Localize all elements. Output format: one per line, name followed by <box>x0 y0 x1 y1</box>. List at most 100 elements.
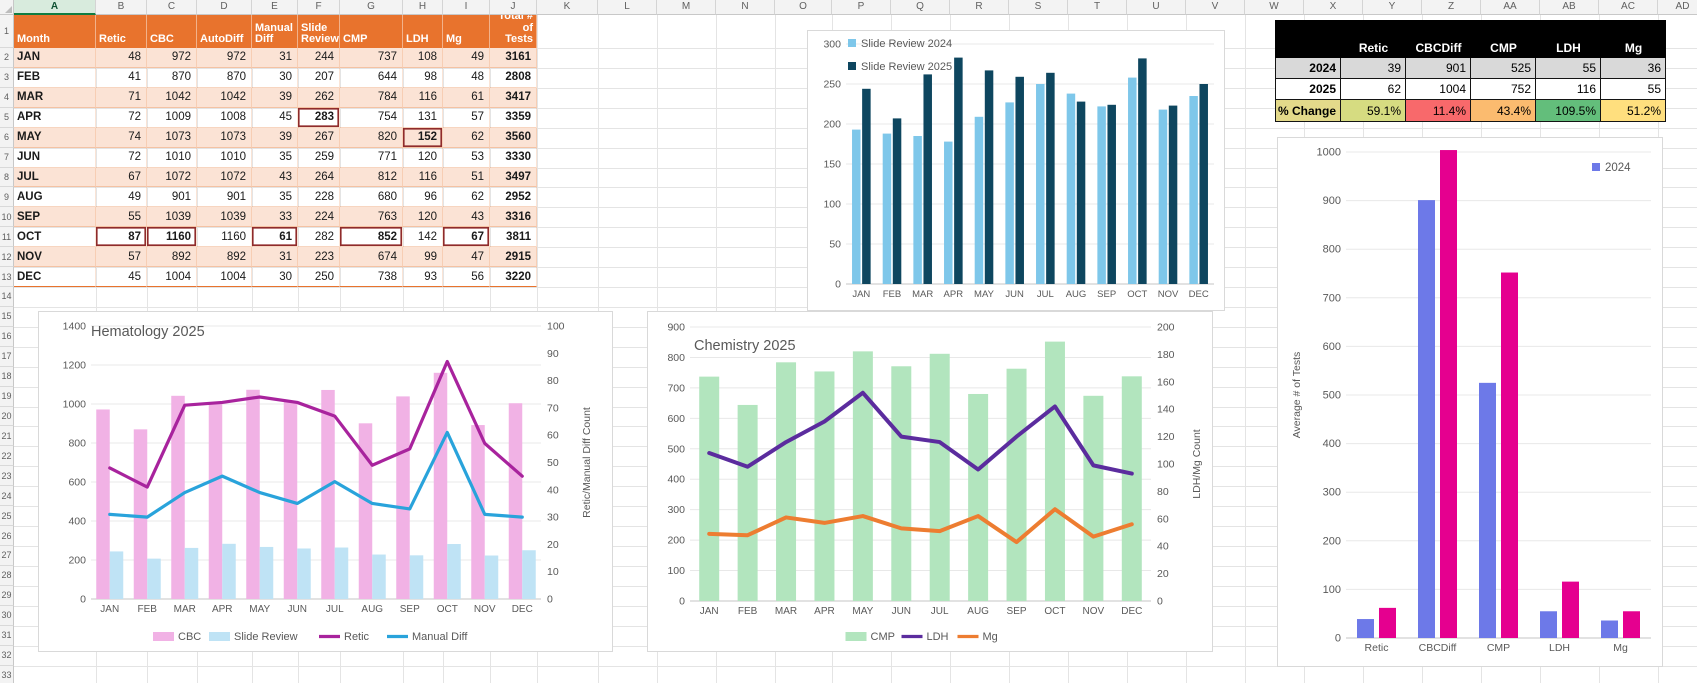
cell-DEC-ldh[interactable]: 93 <box>403 267 443 288</box>
row-header-19[interactable]: 19 <box>0 386 14 407</box>
cell-MAR-ldh[interactable]: 116 <box>403 87 443 108</box>
cell-MAY-cbc[interactable]: 1073 <box>147 127 197 148</box>
cell-MAY-ldh[interactable]: 152 <box>403 127 443 148</box>
cell-OCT-total-of-tests[interactable]: 3811 <box>490 227 537 248</box>
cell-MAR-mg[interactable]: 61 <box>443 87 490 108</box>
row-header-2[interactable]: 2 <box>0 48 14 68</box>
cell-MAY-slide-review[interactable]: 267 <box>298 127 340 148</box>
summary-label--change[interactable]: % Change <box>1275 100 1341 122</box>
cell-DEC-slide-review[interactable]: 250 <box>298 267 340 288</box>
row-header-23[interactable]: 23 <box>0 466 14 487</box>
cell-MAR-autodiff[interactable]: 1042 <box>197 87 252 108</box>
cell-APR-cmp[interactable]: 754 <box>340 107 403 128</box>
cell-DEC-total-of-tests[interactable]: 3220 <box>490 267 537 288</box>
cell-AUG-mg[interactable]: 62 <box>443 187 490 208</box>
cell-APR-autodiff[interactable]: 1008 <box>197 107 252 128</box>
cell-SEP-month[interactable]: SEP <box>14 207 96 228</box>
cell-FEB-ldh[interactable]: 98 <box>403 67 443 88</box>
table-header-cbc[interactable]: CBC <box>147 15 197 48</box>
row-header-3[interactable]: 3 <box>0 67 14 88</box>
cell-JUN-cbc[interactable]: 1010 <box>147 147 197 168</box>
column-header-G[interactable]: G <box>340 0 403 15</box>
cell-JUL-manual-diff[interactable]: 43 <box>252 167 298 188</box>
row-header-8[interactable]: 8 <box>0 167 14 188</box>
row-header-29[interactable]: 29 <box>0 585 14 606</box>
column-header-T[interactable]: T <box>1068 0 1127 15</box>
summary-label-2025[interactable]: 2025 <box>1275 79 1341 100</box>
cell-FEB-total-of-tests[interactable]: 2808 <box>490 67 537 88</box>
cell-JAN-autodiff[interactable]: 972 <box>197 48 252 68</box>
summary-value-2024-mg[interactable]: 36 <box>1601 58 1666 79</box>
cell-DEC-manual-diff[interactable]: 30 <box>252 267 298 288</box>
cell-SEP-total-of-tests[interactable]: 3316 <box>490 207 537 228</box>
cell-AUG-manual-diff[interactable]: 35 <box>252 187 298 208</box>
cell-MAY-retic[interactable]: 74 <box>96 127 147 148</box>
column-header-K[interactable]: K <box>537 0 598 15</box>
column-header-P[interactable]: P <box>832 0 891 15</box>
cell-JUL-total-of-tests[interactable]: 3497 <box>490 167 537 188</box>
table-header-mg[interactable]: Mg <box>443 15 490 48</box>
cell-APR-total-of-tests[interactable]: 3359 <box>490 107 537 128</box>
column-header-Y[interactable]: Y <box>1363 0 1422 15</box>
column-header-O[interactable]: O <box>775 0 832 15</box>
column-header-AD[interactable]: AD <box>1658 0 1697 15</box>
cell-JUL-mg[interactable]: 51 <box>443 167 490 188</box>
column-header-N[interactable]: N <box>716 0 775 15</box>
cell-MAY-cmp[interactable]: 820 <box>340 127 403 148</box>
cell-JAN-total-of-tests[interactable]: 3161 <box>490 48 537 68</box>
cell-AUG-slide-review[interactable]: 228 <box>298 187 340 208</box>
cell-NOV-autodiff[interactable]: 892 <box>197 247 252 268</box>
cell-JUN-month[interactable]: JUN <box>14 147 96 168</box>
cell-JAN-slide-review[interactable]: 244 <box>298 48 340 68</box>
cell-AUG-ldh[interactable]: 96 <box>403 187 443 208</box>
table-header-manual-diff[interactable]: Manual Diff <box>252 15 298 48</box>
row-header-33[interactable]: 33 <box>0 665 14 683</box>
summary-value-2024-cmp[interactable]: 525 <box>1471 58 1536 79</box>
cell-JUN-total-of-tests[interactable]: 3330 <box>490 147 537 168</box>
table-header-autodiff[interactable]: AutoDiff <box>197 15 252 48</box>
table-header-cmp[interactable]: CMP <box>340 15 403 48</box>
row-header-27[interactable]: 27 <box>0 546 14 566</box>
column-header-I[interactable]: I <box>443 0 490 15</box>
column-header-F[interactable]: F <box>298 0 340 15</box>
cell-JUL-ldh[interactable]: 116 <box>403 167 443 188</box>
summary-header-retic[interactable]: Retic <box>1341 20 1406 58</box>
cell-OCT-autodiff[interactable]: 1160 <box>197 227 252 248</box>
column-header-E[interactable]: E <box>252 0 298 15</box>
cell-JUN-cmp[interactable]: 771 <box>340 147 403 168</box>
cell-JUN-retic[interactable]: 72 <box>96 147 147 168</box>
summary-value-2025-ldh[interactable]: 116 <box>1536 79 1601 100</box>
cell-AUG-retic[interactable]: 49 <box>96 187 147 208</box>
row-header-17[interactable]: 17 <box>0 346 14 367</box>
cell-OCT-cmp[interactable]: 852 <box>340 227 403 248</box>
row-header-14[interactable]: 14 <box>0 287 14 307</box>
column-header-X[interactable]: X <box>1304 0 1363 15</box>
row-header-12[interactable]: 12 <box>0 247 14 268</box>
cell-JAN-mg[interactable]: 49 <box>443 48 490 68</box>
column-header-Z[interactable]: Z <box>1422 0 1481 15</box>
row-header-11[interactable]: 11 <box>0 227 14 248</box>
cell-SEP-autodiff[interactable]: 1039 <box>197 207 252 228</box>
table-header-ldh[interactable]: LDH <box>403 15 443 48</box>
column-header-L[interactable]: L <box>598 0 657 15</box>
cell-APR-manual-diff[interactable]: 45 <box>252 107 298 128</box>
column-header-U[interactable]: U <box>1127 0 1186 15</box>
summary-value-2025-retic[interactable]: 62 <box>1341 79 1406 100</box>
row-header-30[interactable]: 30 <box>0 605 14 626</box>
cell-FEB-autodiff[interactable]: 870 <box>197 67 252 88</box>
summary-value-2024-ldh[interactable]: 55 <box>1536 58 1601 79</box>
summary-value--change-cbcdiff[interactable]: 11.4% <box>1406 100 1471 122</box>
cell-DEC-autodiff[interactable]: 1004 <box>197 267 252 288</box>
cell-OCT-cbc[interactable]: 1160 <box>147 227 197 248</box>
summary-value--change-cmp[interactable]: 43.4% <box>1471 100 1536 122</box>
cell-AUG-autodiff[interactable]: 901 <box>197 187 252 208</box>
cell-NOV-total-of-tests[interactable]: 2915 <box>490 247 537 268</box>
cell-APR-ldh[interactable]: 131 <box>403 107 443 128</box>
hematology-chart[interactable]: 0 200 400 600 800 1000 1200 1400 0 10 20 30 40 50 60 70… <box>38 311 613 652</box>
cell-MAY-mg[interactable]: 62 <box>443 127 490 148</box>
summary-header-blank[interactable] <box>1275 20 1341 58</box>
summary-value-2025-mg[interactable]: 55 <box>1601 79 1666 100</box>
column-header-C[interactable]: C <box>147 0 197 15</box>
summary-header-ldh[interactable]: LDH <box>1536 20 1601 58</box>
row-header-18[interactable]: 18 <box>0 366 14 387</box>
